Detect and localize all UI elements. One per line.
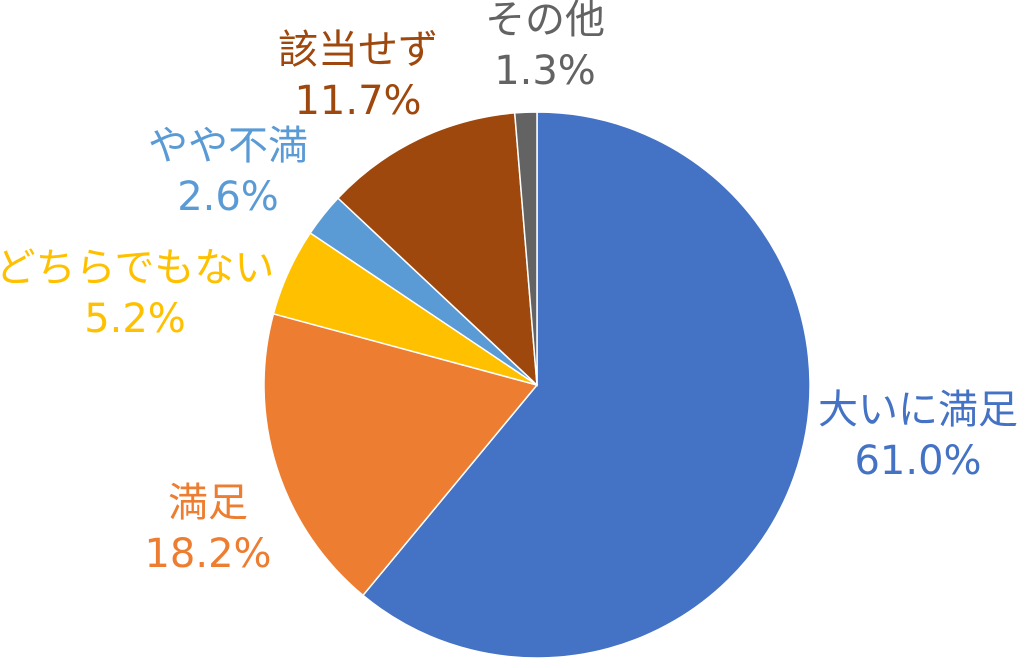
slice-label: その他	[485, 0, 605, 43]
slice-label: やや不満	[148, 123, 308, 169]
pie-slice	[336, 112, 538, 387]
slice-label: 該当せず	[278, 27, 438, 73]
slice-label: 大いに満足	[818, 387, 1018, 433]
slice-label: どちらでもない	[0, 245, 274, 291]
slice-value-label: 11.7%	[294, 78, 421, 124]
slice-value-label: 5.2%	[84, 296, 186, 342]
pie-slice	[263, 312, 539, 597]
pie-slice	[361, 111, 811, 659]
slice-value-label: 18.2%	[144, 531, 271, 577]
slice-value-label: 61.0%	[854, 438, 981, 484]
slice-value-label: 1.3%	[494, 48, 596, 94]
slice-label: 満足	[168, 480, 248, 526]
pie-slice	[513, 111, 538, 386]
slice-value-label: 2.6%	[177, 174, 279, 220]
